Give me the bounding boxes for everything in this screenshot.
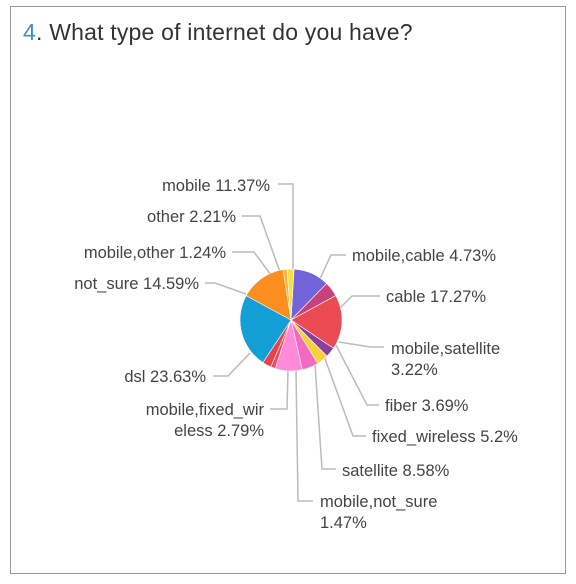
slice-label-line: cable 17.27% [386, 288, 486, 306]
leader-line-cable [339, 295, 380, 309]
slice-label-satellite: satellite 8.58% [342, 462, 450, 480]
leader-line-mobile-fixed-wireless [270, 369, 289, 410]
leader-line-not-sure [205, 282, 247, 295]
pie-slice-dsl[interactable] [239, 295, 292, 363]
leader-line-mobile [278, 183, 294, 270]
slice-label-line: eless 2.79% [174, 422, 264, 440]
slice-label-line: 1.47% [320, 514, 367, 532]
slice-label-line: fiber 3.69% [385, 397, 469, 415]
slice-label-line: 3.22% [391, 361, 438, 379]
slice-label-line: mobile,not_sure [320, 493, 437, 511]
pie-slice-cable[interactable] [290, 295, 343, 349]
slice-label-mobile-not-sure: mobile,not_sure 1.47% [320, 493, 437, 532]
slice-label-line: dsl 23.63% [124, 368, 206, 386]
question-separator: . [36, 19, 50, 45]
slice-label-line: mobile,other 1.24% [84, 244, 226, 262]
slice-label-other: other 2.21% [147, 208, 236, 226]
slice-label-cable: cable 17.27% [386, 288, 486, 306]
leader-line-mobile-satellite [338, 341, 384, 348]
slice-label-fiber: fiber 3.69% [385, 397, 469, 415]
slice-label-line: mobile 11.37% [162, 177, 270, 195]
slice-label-line: not_sure 14.59% [74, 275, 199, 293]
slice-label-not-sure: not_sure 14.59% [74, 275, 199, 293]
leader-line-dsl [213, 352, 251, 377]
leader-line-other [242, 215, 281, 273]
question-number: 4 [23, 19, 36, 45]
slice-label-mobile-cable: mobile,cable 4.73% [352, 247, 496, 265]
leader-line-mobile-cable [317, 254, 346, 284]
leader-line-mobile-other [232, 251, 272, 276]
slice-label-mobile: mobile 11.37% [162, 177, 270, 195]
leader-line-fiber [335, 344, 379, 406]
slice-label-line: other 2.21% [147, 208, 236, 226]
pie-slice-other[interactable] [286, 268, 295, 321]
leader-line-fixed-wireless [323, 355, 366, 437]
leader-line-satellite [314, 363, 336, 470]
slice-label-dsl: dsl 23.63% [124, 368, 206, 386]
slice-label-line: mobile,cable 4.73% [352, 247, 496, 265]
slice-label-mobile-other: mobile,other 1.24% [84, 244, 226, 262]
slice-label-line: fixed_wireless 5.2% [372, 428, 518, 446]
slice-label-line: satellite 8.58% [342, 462, 450, 480]
slice-label-mobile-satellite: mobile,satellite 3.22% [391, 340, 500, 379]
question-text: What type of internet do you have? [49, 19, 413, 45]
slice-label-line: mobile,fixed_wir [146, 401, 265, 419]
leader-line-mobile-not-sure [295, 370, 313, 502]
question-title: 4. What type of internet do you have? [23, 19, 413, 46]
slice-label-line: mobile,satellite [391, 340, 500, 358]
slice-label-fixed-wireless: fixed_wireless 5.2% [372, 428, 518, 446]
